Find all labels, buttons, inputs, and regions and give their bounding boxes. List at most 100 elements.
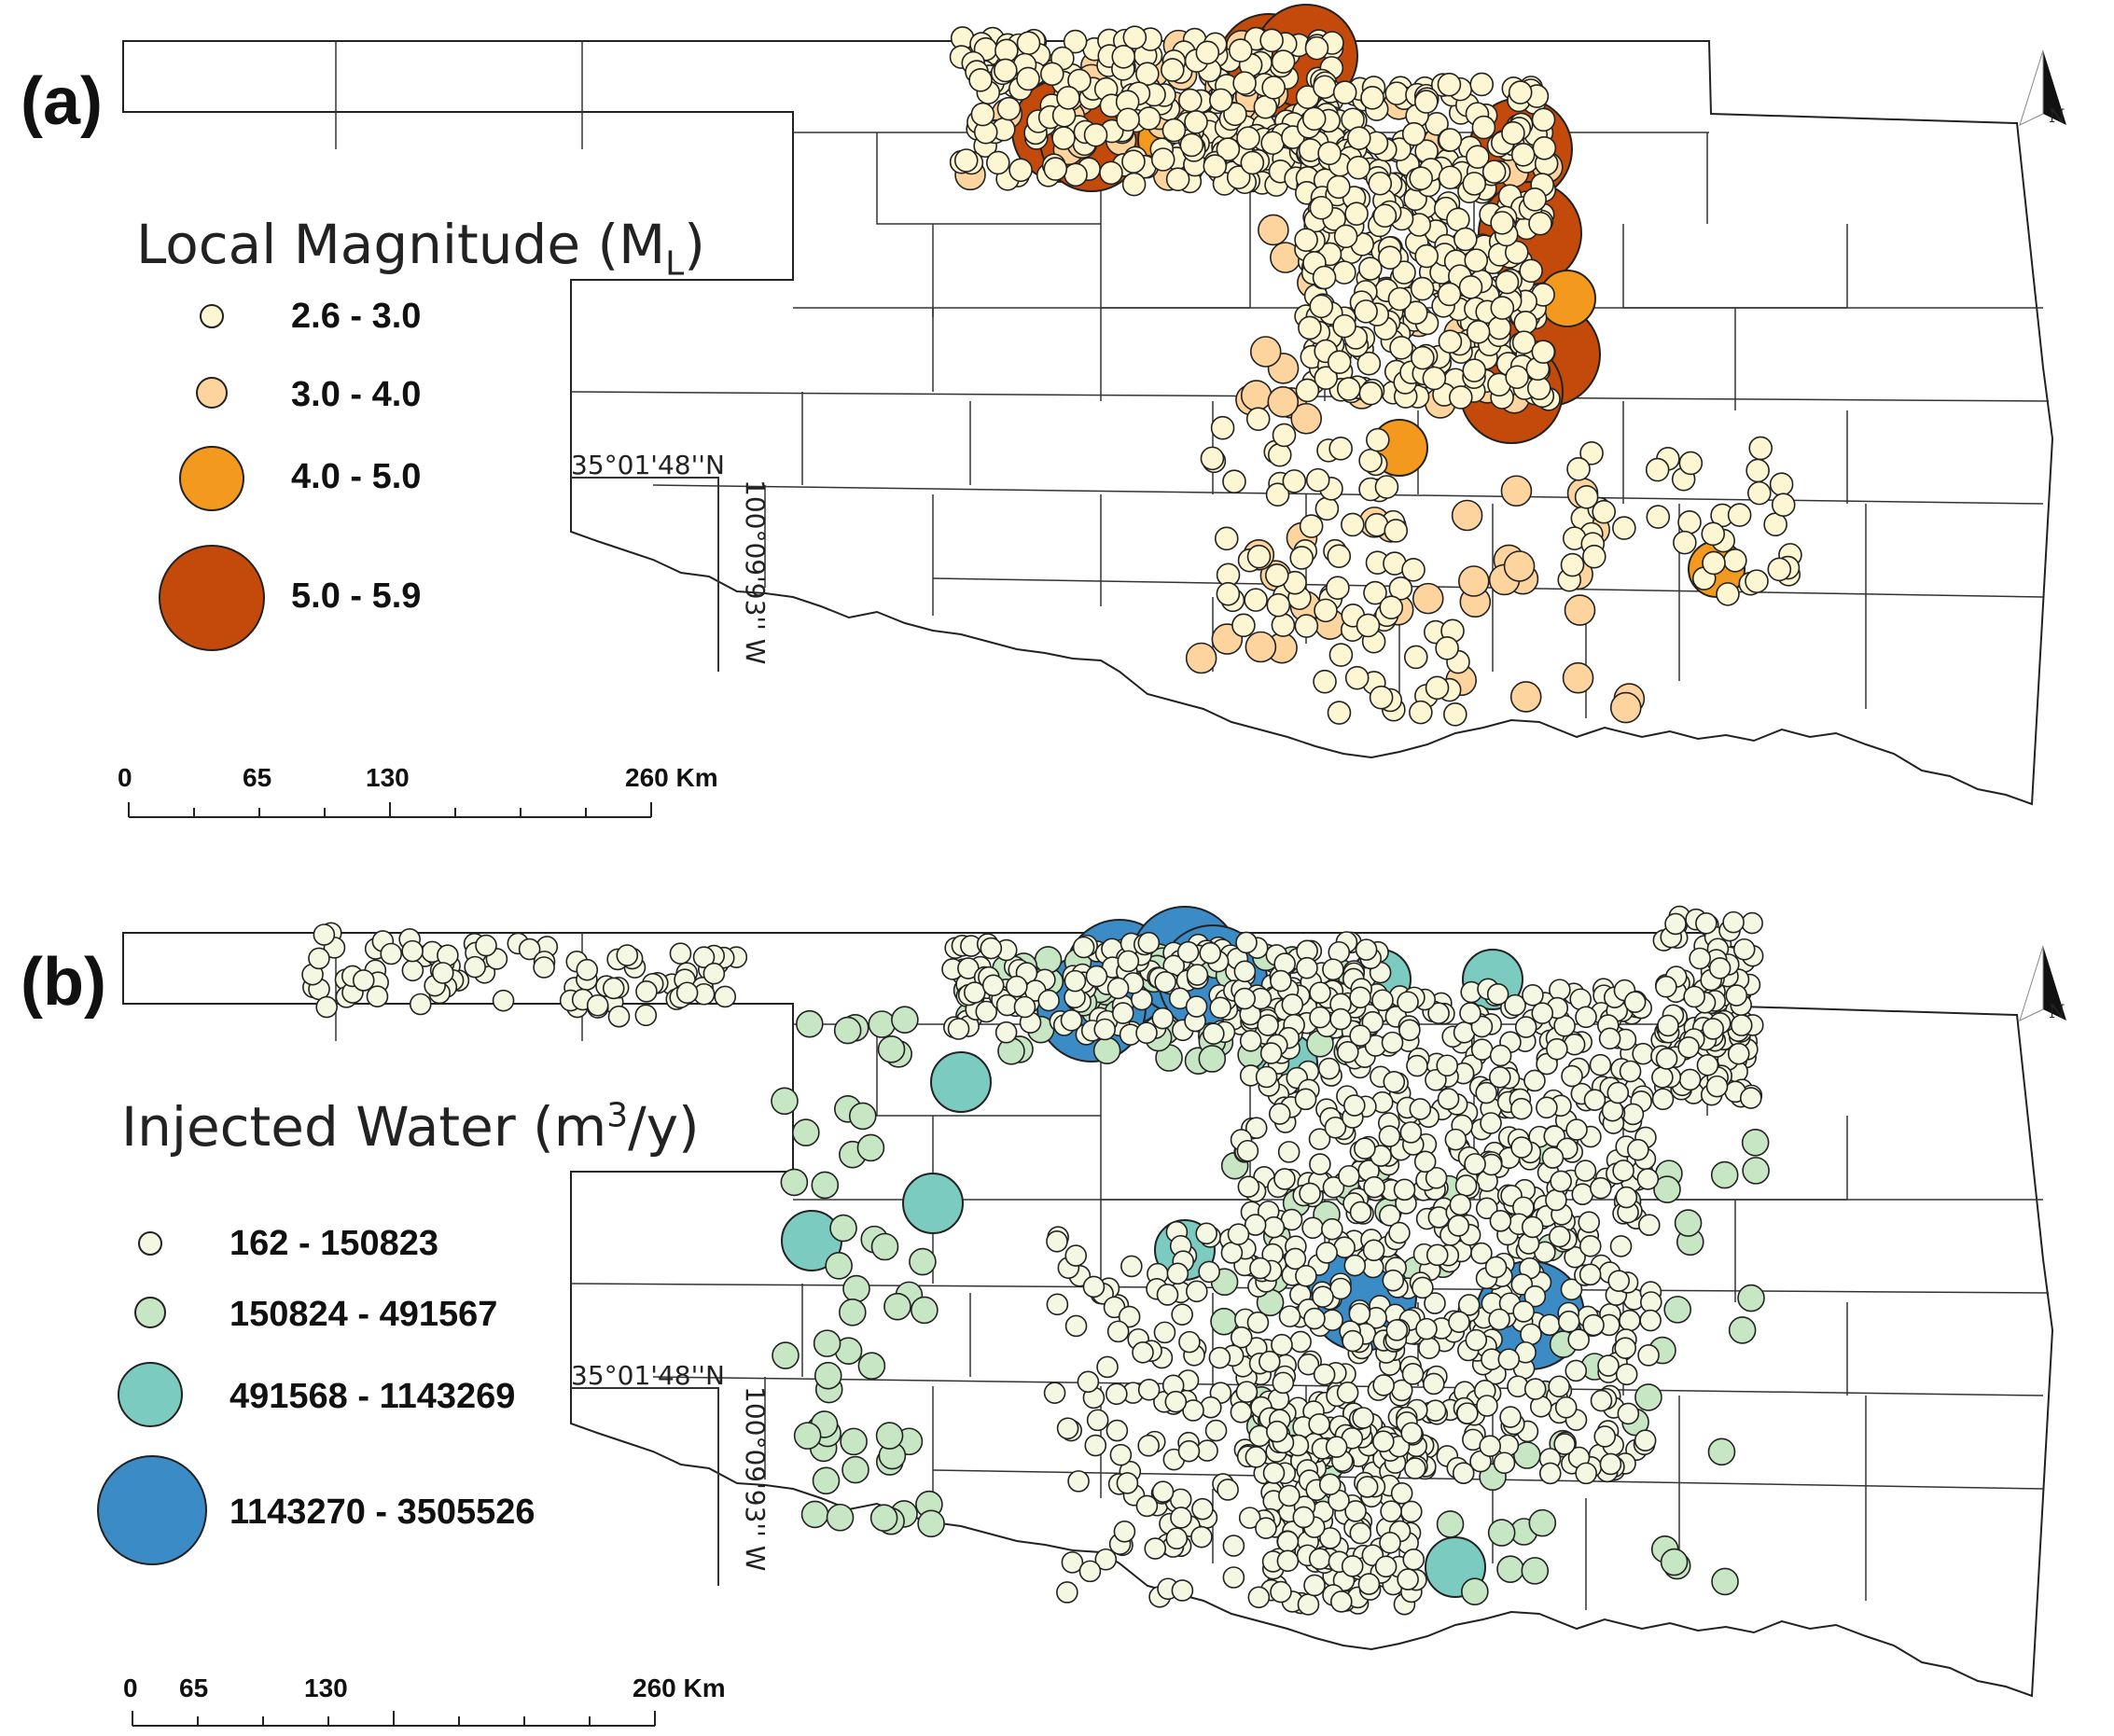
- injection-marker-150824-491567: [842, 1274, 870, 1303]
- injection-marker-162-150823: [1273, 1168, 1296, 1190]
- earthquake-marker-2-6-3-0: [1336, 377, 1361, 401]
- earthquake-marker-2-6-3-0: [1356, 613, 1381, 638]
- earthquake-marker-2-6-3-0: [1495, 270, 1520, 295]
- legend-label: 3.0 - 4.0: [291, 375, 422, 414]
- injection-marker-162-150823: [1356, 1476, 1379, 1498]
- injection-marker-150824-491567: [841, 1455, 869, 1484]
- injection-marker-162-150823: [1084, 1434, 1107, 1457]
- injection-marker-162-150823: [1246, 1311, 1270, 1334]
- injection-marker-162-150823: [1132, 1341, 1154, 1364]
- injection-marker-150824-491567: [813, 1329, 841, 1357]
- earthquake-marker-2-6-3-0: [1360, 85, 1384, 110]
- earthquake-marker-2-6-3-0: [1369, 685, 1394, 710]
- injection-marker-150824-491567: [911, 1296, 939, 1325]
- injection-marker-162-150823: [1464, 1153, 1486, 1175]
- earthquake-marker-2-6-3-0: [1305, 467, 1330, 493]
- earthquake-marker-2-6-3-0: [996, 96, 1022, 121]
- scale-label-0: 0: [123, 1674, 138, 1702]
- earthquake-marker-2-6-3-0: [1056, 86, 1080, 110]
- legend-title-end: ): [684, 213, 705, 276]
- injection-legend-title: Injected Water (m3/y): [121, 1095, 700, 1159]
- injection-marker-162-150823: [1689, 947, 1711, 970]
- injection-marker-162-150823: [401, 959, 424, 982]
- injection-marker-162-150823: [1208, 1346, 1231, 1369]
- injection-marker-162-150823: [1272, 1371, 1295, 1395]
- injection-marker-162-150823: [1262, 1215, 1286, 1239]
- injection-marker-162-150823: [1271, 1333, 1293, 1356]
- earthquake-marker-2-6-3-0: [1358, 257, 1383, 281]
- injection-marker-162-150823: [1382, 1269, 1405, 1292]
- earthquake-marker-2-6-3-0: [994, 58, 1018, 83]
- injection-marker-162-150823: [1094, 1548, 1118, 1571]
- earthquake-marker-2-6-3-0: [1346, 126, 1371, 150]
- injection-marker-162-150823: [1454, 1174, 1478, 1197]
- earthquake-marker-2-6-3-0: [1210, 415, 1235, 440]
- injection-marker-162-150823: [1222, 1535, 1245, 1557]
- earthquake-marker-2-6-3-0: [1208, 88, 1233, 113]
- earthquake-marker-2-6-3-0: [1228, 38, 1253, 62]
- earthquake-marker-2-6-3-0: [1111, 44, 1136, 69]
- injection-marker-162-150823: [635, 980, 658, 1003]
- injection-marker-162-150823: [1106, 1419, 1129, 1442]
- injection-marker-162-150823: [1565, 1359, 1588, 1382]
- injection-marker-162-150823: [1363, 1175, 1385, 1199]
- injection-marker-162-150823: [1553, 1433, 1576, 1455]
- earthquake-marker-2-6-3-0: [1327, 701, 1352, 725]
- injection-marker-162-150823: [1415, 1317, 1438, 1340]
- earthquake-marker-3-0-4-0: [1240, 380, 1273, 411]
- county-line: [652, 484, 2044, 505]
- earthquake-marker-2-6-3-0: [1314, 598, 1338, 623]
- earthquake-marker-2-6-3-0: [1438, 165, 1463, 190]
- injection-marker-162-150823: [1247, 1586, 1271, 1609]
- injection-marker-162-150823: [1238, 1507, 1261, 1529]
- earthquake-marker-2-6-3-0: [1453, 227, 1478, 252]
- earthquake-marker-2-6-3-0: [1332, 80, 1357, 104]
- earthquake-marker-2-6-3-0: [1265, 482, 1290, 507]
- legend-title-end: /y): [628, 1095, 700, 1159]
- injection-marker-162-150823: [1705, 1075, 1729, 1098]
- injection-marker-162-150823: [1397, 991, 1419, 1014]
- earthquake-marker-2-6-3-0: [1344, 201, 1369, 226]
- injection-marker-150824-491567: [811, 1171, 840, 1200]
- north-label: N: [2049, 104, 2065, 127]
- injection-marker-162-150823: [1536, 1096, 1558, 1119]
- injection-marker-162-150823: [1708, 957, 1732, 979]
- injection-marker-491568-1143269: [930, 1051, 992, 1113]
- injection-marker-162-150823: [1651, 1066, 1674, 1089]
- earthquake-marker-2-6-3-0: [1702, 550, 1726, 576]
- earthquake-marker-2-6-3-0: [1332, 260, 1356, 285]
- injection-marker-162-150823: [1459, 1002, 1481, 1024]
- earthquake-marker-2-6-3-0: [1121, 172, 1147, 197]
- injection-marker-162-150823: [1343, 1254, 1367, 1277]
- injection-marker-162-150823: [692, 946, 716, 968]
- injection-marker-150824-491567: [1737, 1284, 1765, 1312]
- injection-marker-162-150823: [1456, 1402, 1479, 1424]
- earthquake-marker-2-6-3-0: [1216, 581, 1241, 606]
- earthquake-marker-2-6-3-0: [1259, 28, 1284, 53]
- earthquake-marker-2-6-3-0: [1298, 315, 1322, 340]
- injection-marker-162-150823: [1284, 1247, 1307, 1271]
- legend-label: 5.0 - 5.9: [291, 576, 422, 616]
- injection-marker-162-150823: [1227, 1223, 1250, 1245]
- north-arrow-icon: N: [2015, 944, 2071, 1028]
- latitude-label: 35°01'48''N: [571, 450, 725, 480]
- injection-marker-162-150823: [1164, 1390, 1188, 1413]
- injection-marker-162-150823: [1582, 1313, 1605, 1337]
- injection-marker-162-150823: [1151, 1007, 1175, 1030]
- earthquake-marker-2-6-3-0: [1265, 562, 1289, 588]
- earthquake-marker-2-6-3-0: [1372, 203, 1398, 229]
- legend-symbol-medium: [196, 377, 228, 409]
- injection-marker-162-150823: [1579, 1263, 1602, 1286]
- injection-marker-162-150823: [1308, 1128, 1331, 1150]
- injection-marker-162-150823: [1357, 1573, 1381, 1595]
- injection-marker-162-150823: [616, 944, 639, 966]
- injection-marker-162-150823: [1060, 1008, 1083, 1032]
- injection-marker-162-150823: [1484, 1256, 1508, 1279]
- injection-marker-162-150823: [1393, 1178, 1416, 1201]
- injection-marker-162-150823: [1493, 1451, 1516, 1475]
- earthquake-marker-2-6-3-0: [1673, 530, 1697, 555]
- injection-marker-162-150823: [1522, 983, 1544, 1007]
- injection-marker-162-150823: [1289, 1330, 1312, 1354]
- earthquake-marker-3-0-4-0: [1500, 475, 1533, 507]
- legend-label: 150824 - 491567: [229, 1295, 498, 1334]
